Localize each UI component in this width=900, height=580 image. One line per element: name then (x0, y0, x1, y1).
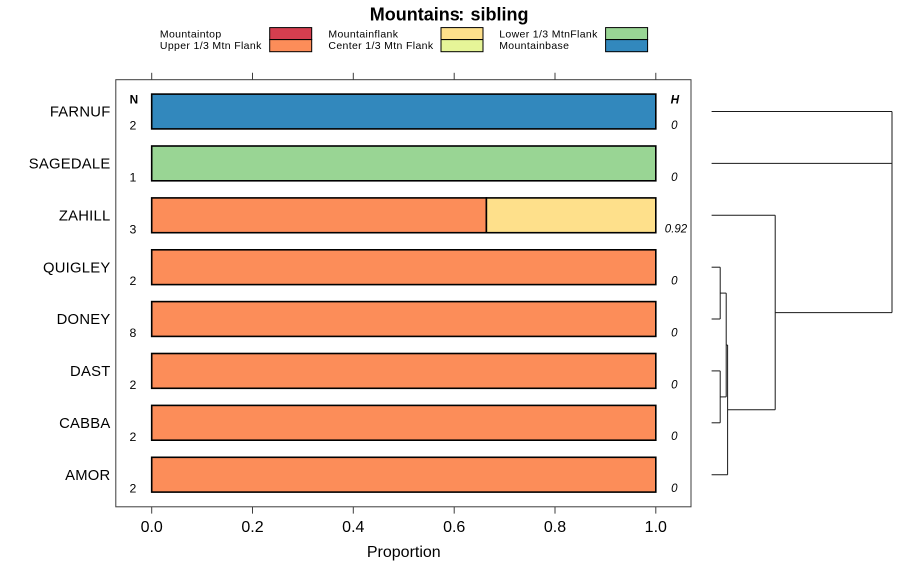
svg-text:2: 2 (129, 482, 136, 496)
svg-text:0: 0 (671, 431, 678, 443)
svg-text:0: 0 (671, 483, 678, 495)
svg-text:Mountaintop: Mountaintop (160, 28, 222, 40)
svg-text:Proportion: Proportion (367, 544, 441, 561)
svg-text:Center 1/3 Mtn Flank: Center 1/3 Mtn Flank (328, 40, 433, 52)
svg-text:0.6: 0.6 (443, 519, 465, 536)
svg-text:Mountainbase: Mountainbase (499, 40, 569, 52)
svg-text:2: 2 (129, 378, 136, 392)
svg-text:AMOR: AMOR (65, 468, 110, 484)
svg-text:QUIGLEY: QUIGLEY (43, 260, 111, 276)
svg-text:DAST: DAST (70, 364, 110, 380)
svg-text:0.4: 0.4 (342, 519, 364, 536)
svg-text:0: 0 (671, 327, 678, 339)
svg-text:N: N (130, 92, 139, 106)
svg-text:SAGEDALE: SAGEDALE (29, 157, 111, 173)
svg-text:2: 2 (129, 430, 136, 444)
svg-text:0: 0 (671, 172, 678, 184)
svg-text:Lower 1/3 MtnFlank: Lower 1/3 MtnFlank (499, 28, 598, 40)
svg-text:1.0: 1.0 (645, 519, 667, 536)
svg-text:2: 2 (129, 274, 136, 288)
svg-text:0.8: 0.8 (544, 519, 566, 536)
svg-text:0: 0 (671, 276, 678, 288)
svg-text:0: 0 (671, 379, 678, 391)
svg-text:Mountains:sibling: Mountains: sibling (370, 5, 529, 25)
svg-text:FARNUF: FARNUF (50, 105, 111, 121)
svg-text:0.0: 0.0 (141, 519, 163, 536)
svg-text:2: 2 (129, 119, 136, 133)
svg-text:ZAHILL: ZAHILL (59, 209, 111, 225)
svg-text:0.92: 0.92 (665, 224, 688, 236)
svg-text:H: H (671, 92, 680, 106)
svg-text:Mountainflank: Mountainflank (328, 28, 398, 40)
svg-text:0: 0 (671, 120, 678, 132)
svg-text:3: 3 (129, 222, 136, 236)
svg-text:DONEY: DONEY (57, 312, 111, 328)
svg-text:0.2: 0.2 (241, 519, 263, 536)
svg-text:1: 1 (129, 170, 136, 184)
svg-text:CABBA: CABBA (59, 416, 110, 432)
svg-text:8: 8 (129, 326, 136, 340)
svg-text:Upper 1/3 Mtn Flank: Upper 1/3 Mtn Flank (160, 40, 262, 52)
